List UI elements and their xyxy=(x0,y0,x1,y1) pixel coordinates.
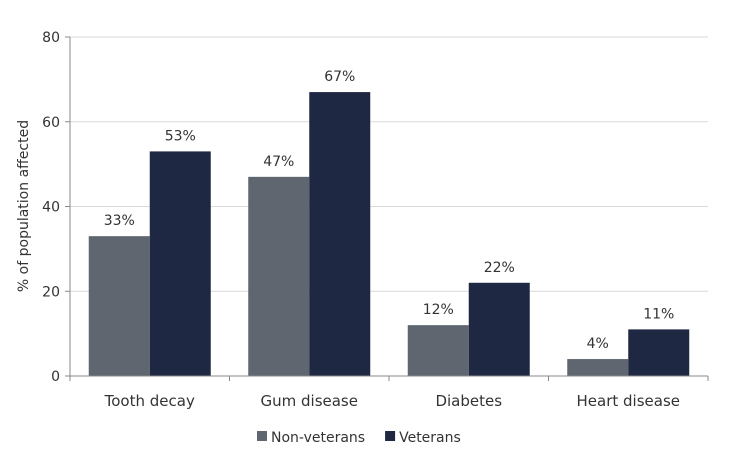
data-label: 47% xyxy=(263,154,294,170)
legend-swatch-non-veterans xyxy=(257,431,267,441)
y-tick-label: 20 xyxy=(42,284,60,300)
bar-veterans xyxy=(149,151,211,376)
x-tick-label: Gum disease xyxy=(261,392,358,410)
data-label: 22% xyxy=(484,260,515,276)
data-label: 12% xyxy=(423,302,454,318)
y-tick-label: 0 xyxy=(51,369,60,385)
bar-veterans xyxy=(309,92,371,377)
bar-veterans xyxy=(628,329,690,376)
x-axis: Tooth decay Gum disease Diabetes Heart dise… xyxy=(69,375,709,410)
bars: 33% 53% 47% 67% 12% 22% 4% 11% xyxy=(88,69,690,377)
legend: Non-veterans Veterans xyxy=(257,430,461,446)
data-label: 4% xyxy=(587,336,609,352)
data-label: 53% xyxy=(165,128,196,144)
legend-label: Veterans xyxy=(399,430,461,446)
x-tick-label: Tooth decay xyxy=(104,392,195,410)
bar-veterans xyxy=(468,282,530,376)
data-label: 11% xyxy=(643,306,674,322)
bar-non-veterans xyxy=(88,236,150,376)
data-label: 67% xyxy=(324,69,355,85)
y-tick-label: 40 xyxy=(42,200,60,216)
bar-non-veterans xyxy=(567,359,629,376)
data-label: 33% xyxy=(104,213,135,229)
x-tick-label: Diabetes xyxy=(435,392,502,410)
y-axis: 0 20 40 60 80 xyxy=(42,30,71,385)
y-tick-label: 60 xyxy=(42,115,60,131)
legend-label: Non-veterans xyxy=(271,430,365,446)
y-axis-label: % of population affected xyxy=(16,120,32,292)
x-tick-label: Heart disease xyxy=(577,392,680,410)
bar-non-veterans xyxy=(248,176,310,376)
legend-swatch-veterans xyxy=(385,431,396,441)
bar-non-veterans xyxy=(407,325,469,376)
y-tick-label: 80 xyxy=(42,30,60,46)
